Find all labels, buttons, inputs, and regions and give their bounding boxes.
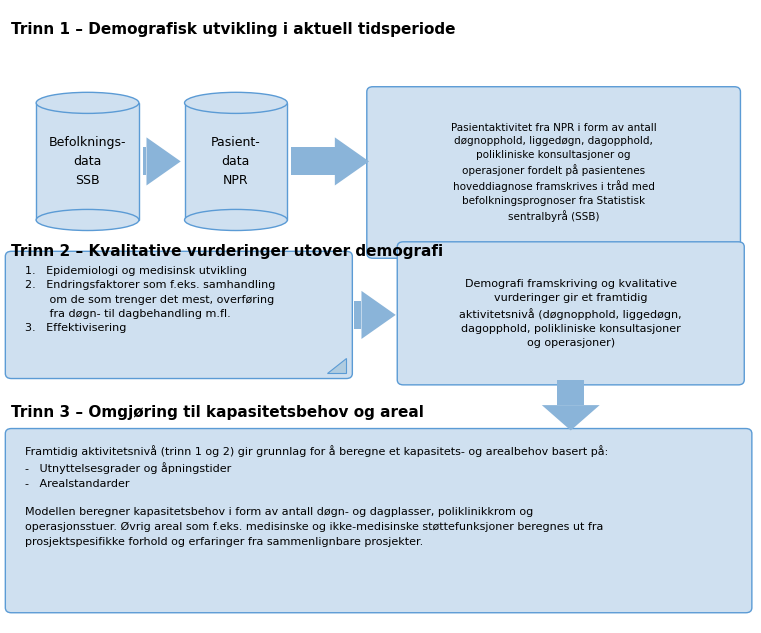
Ellipse shape	[184, 92, 288, 113]
Text: Trinn 2 – Kvalitative vurderinger utover demografi: Trinn 2 – Kvalitative vurderinger utover…	[11, 244, 444, 259]
Polygon shape	[146, 137, 181, 185]
Ellipse shape	[184, 210, 288, 230]
Polygon shape	[542, 405, 600, 430]
Text: 1.   Epidemiologi og medisinsk utvikling
2.   Endringsfaktorer som f.eks. samhan: 1. Epidemiologi og medisinsk utvikling 2…	[25, 266, 275, 334]
Text: Trinn 3 – Omgjøring til kapasitetsbehov og areal: Trinn 3 – Omgjøring til kapasitetsbehov …	[11, 405, 425, 420]
Text: Befolknings-
data
SSB: Befolknings- data SSB	[49, 136, 126, 187]
Polygon shape	[354, 301, 361, 329]
Polygon shape	[327, 358, 346, 373]
Text: Pasientaktivitet fra NPR i form av antall
døgnopphold, liggedøgn, dagopphold,
po: Pasientaktivitet fra NPR i form av antal…	[451, 123, 657, 222]
FancyBboxPatch shape	[5, 429, 752, 613]
Bar	[37, 103, 139, 220]
FancyBboxPatch shape	[397, 242, 744, 385]
Ellipse shape	[36, 210, 139, 230]
FancyBboxPatch shape	[367, 87, 740, 258]
Polygon shape	[557, 380, 584, 405]
Polygon shape	[143, 147, 146, 175]
Polygon shape	[361, 291, 396, 339]
Text: Demografi framskriving og kvalitative
vurderinger gir et framtidig
aktivitetsniv: Demografi framskriving og kvalitative vu…	[460, 279, 682, 348]
FancyBboxPatch shape	[5, 251, 352, 379]
Text: Trinn 1 – Demografisk utvikling i aktuell tidsperiode: Trinn 1 – Demografisk utvikling i aktuel…	[11, 22, 456, 37]
Polygon shape	[291, 147, 335, 175]
Text: Pasient-
data
NPR: Pasient- data NPR	[211, 136, 261, 187]
Text: Framtidig aktivitetsnivå (trinn 1 og 2) gir grunnlag for å beregne et kapasitets: Framtidig aktivitetsnivå (trinn 1 og 2) …	[25, 445, 608, 546]
Bar	[184, 103, 288, 220]
Ellipse shape	[36, 92, 139, 113]
Polygon shape	[335, 137, 369, 185]
